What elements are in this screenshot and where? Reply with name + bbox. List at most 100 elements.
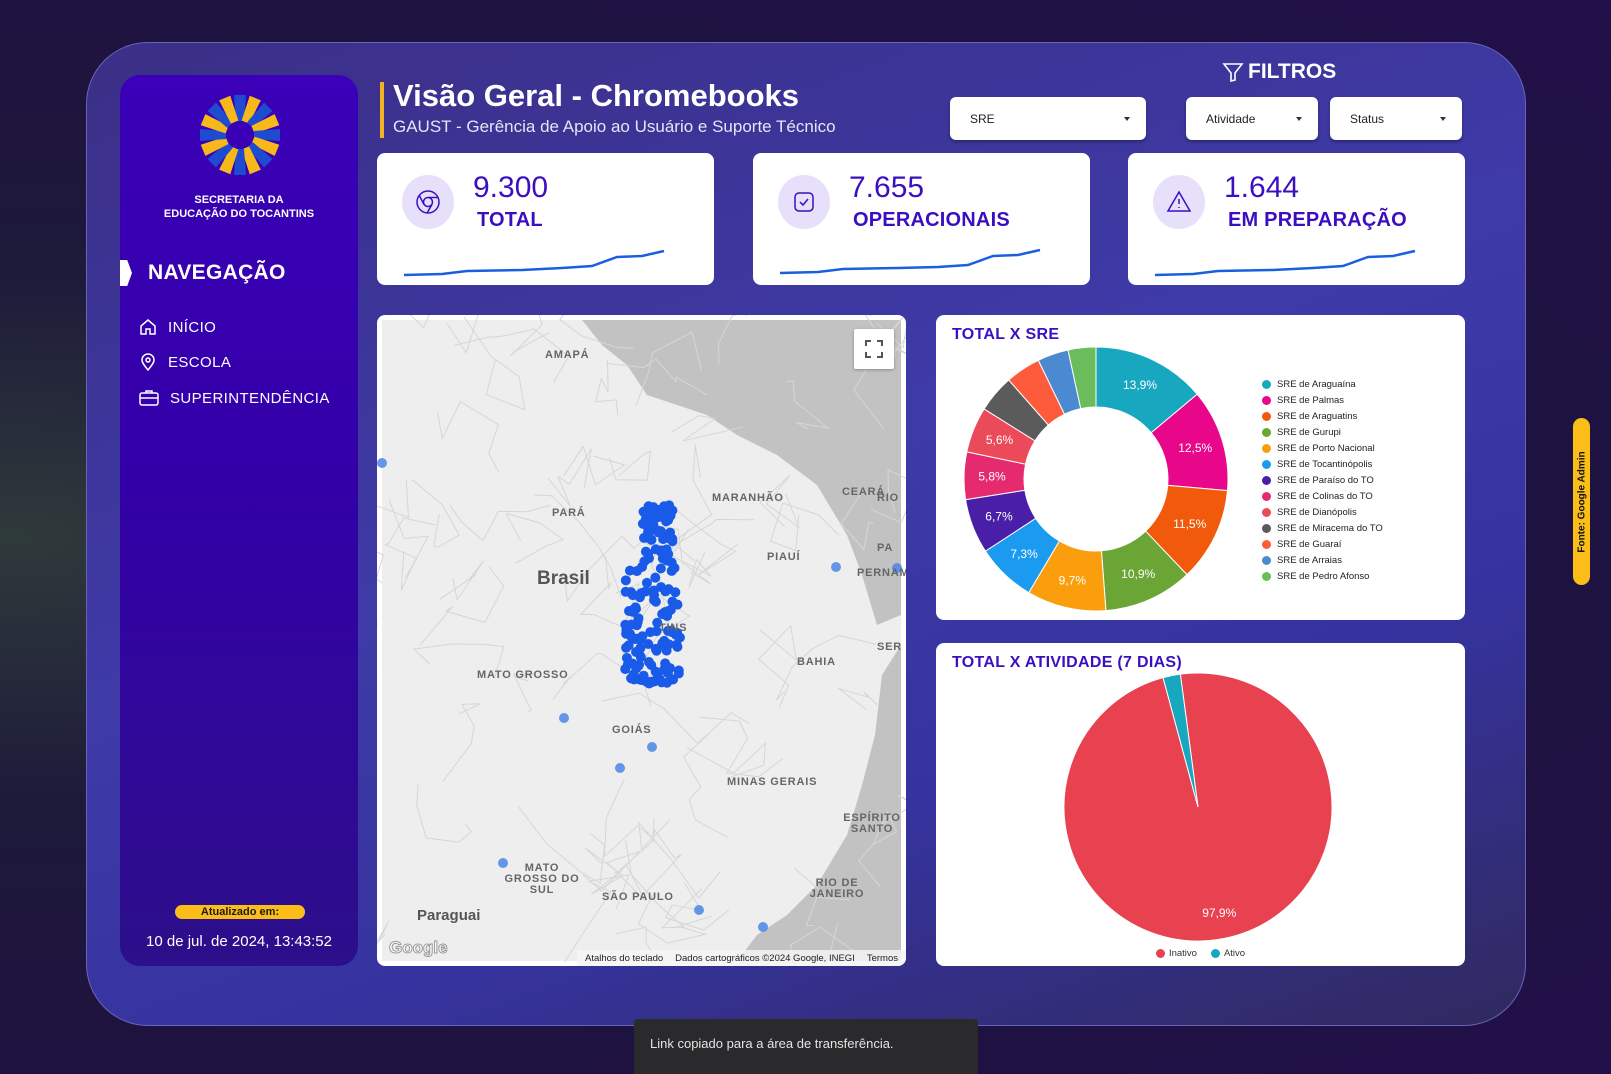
slice-sre-de-pedro-afonso[interactable] — [1067, 346, 1097, 410]
map-marker[interactable] — [672, 599, 683, 610]
check-square-icon — [778, 175, 830, 229]
map-marker[interactable] — [623, 640, 634, 651]
sre-dropdown[interactable]: SRE — [950, 97, 1146, 140]
legend-label: SRE de Dianópolis — [1277, 506, 1357, 518]
legend-item: SRE de Palmas — [1262, 392, 1383, 408]
map-marker[interactable] — [645, 627, 656, 638]
legend-item: SRE de Arraias — [1262, 552, 1383, 568]
map-marker[interactable] — [665, 625, 676, 636]
map-marker[interactable] — [647, 742, 657, 752]
map-label: PARÁ — [552, 507, 586, 519]
kpi-em-preparacao: 1.644 EM PREPARAÇÃO — [1128, 153, 1465, 285]
map-marker[interactable] — [628, 604, 639, 615]
map-marker[interactable] — [650, 643, 661, 654]
chrome-icon — [402, 175, 454, 229]
map-marker[interactable] — [642, 532, 653, 543]
sidebar-item-inicio[interactable]: INÍCIO — [138, 317, 216, 337]
sidebar-item-superintendencia[interactable]: SUPERINTENDÊNCIA — [138, 388, 330, 408]
slice-label: 12,5% — [1178, 441, 1212, 455]
map-marker[interactable] — [652, 617, 663, 628]
map-marker[interactable] — [640, 546, 651, 557]
legend-item: SRE de Araguaína — [1262, 376, 1383, 392]
slice-label: 13,9% — [1123, 378, 1157, 392]
map-marker[interactable] — [658, 534, 669, 545]
map-marker[interactable] — [638, 670, 649, 681]
map-marker[interactable] — [620, 575, 631, 586]
keyboard-shortcuts-link[interactable]: Atalhos do teclado — [584, 953, 664, 964]
map-canvas[interactable] — [377, 315, 906, 966]
status-dropdown[interactable]: Status — [1330, 97, 1462, 140]
map-marker[interactable] — [649, 676, 660, 687]
map-marker[interactable] — [620, 664, 631, 675]
legend-item: SRE de Pedro Afonso — [1262, 568, 1383, 584]
legend-item: Ativo — [1210, 948, 1245, 959]
map-marker[interactable] — [758, 922, 768, 932]
map-pin-icon — [141, 353, 155, 372]
map-marker[interactable] — [649, 589, 660, 600]
map-marker[interactable] — [643, 657, 654, 668]
map-marker[interactable] — [648, 520, 659, 531]
map-marker[interactable] — [644, 505, 655, 516]
dropdown-value: SRE — [970, 111, 995, 126]
map-marker[interactable] — [626, 587, 637, 598]
map-marker[interactable] — [643, 638, 654, 649]
title-accent — [380, 82, 384, 138]
toast-message: Link copiado para a área de transferênci… — [650, 1036, 894, 1051]
map-label: GOIÁS — [612, 724, 652, 736]
atividade-dropdown[interactable]: Atividade — [1186, 97, 1318, 140]
slice-label: 9,7% — [1059, 573, 1087, 587]
legend-swatch — [1262, 539, 1271, 549]
map-marker[interactable] — [624, 628, 635, 639]
map-data-attribution: Dados cartográficos ©2024 Google, INEGI — [675, 953, 855, 964]
map-marker[interactable] — [892, 563, 902, 573]
map-marker[interactable] — [631, 646, 642, 657]
map-marker[interactable] — [831, 562, 841, 572]
map-marker[interactable] — [559, 713, 569, 723]
map-marker[interactable] — [650, 666, 661, 677]
map-marker[interactable] — [668, 674, 679, 685]
map-marker[interactable] — [498, 858, 508, 868]
map-marker[interactable] — [626, 619, 637, 630]
map-marker[interactable] — [655, 563, 666, 574]
map-marker[interactable] — [661, 643, 672, 654]
map-marker[interactable] — [664, 500, 675, 511]
slice-label: 5,8% — [978, 469, 1006, 483]
map-marker[interactable] — [656, 582, 667, 593]
map-label: RIO — [877, 492, 899, 504]
map-marker[interactable] — [636, 587, 647, 598]
map-marker[interactable] — [659, 664, 670, 675]
legend-swatch — [1155, 949, 1165, 958]
map-marker[interactable] — [667, 533, 678, 544]
fullscreen-button[interactable] — [854, 329, 894, 369]
sidebar-item-label: ESCOLA — [168, 353, 232, 371]
map-marker[interactable] — [628, 674, 639, 685]
map-marker[interactable] — [666, 565, 677, 576]
sidebar: SECRETARIA DA EDUCAÇÃO DO TOCANTINS NAVEG… — [120, 75, 358, 966]
sidebar-item-label: SUPERINTENDÊNCIA — [170, 389, 330, 407]
map-marker[interactable] — [650, 572, 661, 583]
slice-ativo[interactable] — [1162, 673, 1199, 808]
terms-link[interactable]: Termos — [866, 953, 898, 964]
map-marker[interactable] — [637, 631, 648, 642]
map-marker[interactable] — [637, 561, 648, 572]
map-marker[interactable] — [641, 577, 652, 588]
nav-heading: NAVEGAÇÃO — [120, 260, 286, 286]
slice-label: 5,6% — [986, 433, 1014, 447]
map-marker[interactable] — [377, 458, 387, 468]
map-marker[interactable] — [666, 557, 677, 568]
map-marker[interactable] — [650, 544, 661, 555]
map-marker[interactable] — [694, 905, 704, 915]
sidebar-item-escola[interactable]: ESCOLA — [138, 352, 231, 372]
kpi-value: 7.655 — [849, 171, 925, 204]
map-marker[interactable] — [634, 659, 645, 670]
map-marker[interactable] — [657, 609, 668, 620]
map-marker[interactable] — [615, 763, 625, 773]
map-marker[interactable] — [674, 632, 685, 643]
map-marker[interactable] — [652, 504, 663, 515]
legend-item: SRE de Colinas do TO — [1262, 488, 1383, 504]
filters-heading: FILTROS — [1222, 60, 1336, 84]
map-marker[interactable] — [657, 553, 668, 564]
legend-swatch — [1262, 491, 1271, 501]
map-marker[interactable] — [658, 511, 669, 522]
